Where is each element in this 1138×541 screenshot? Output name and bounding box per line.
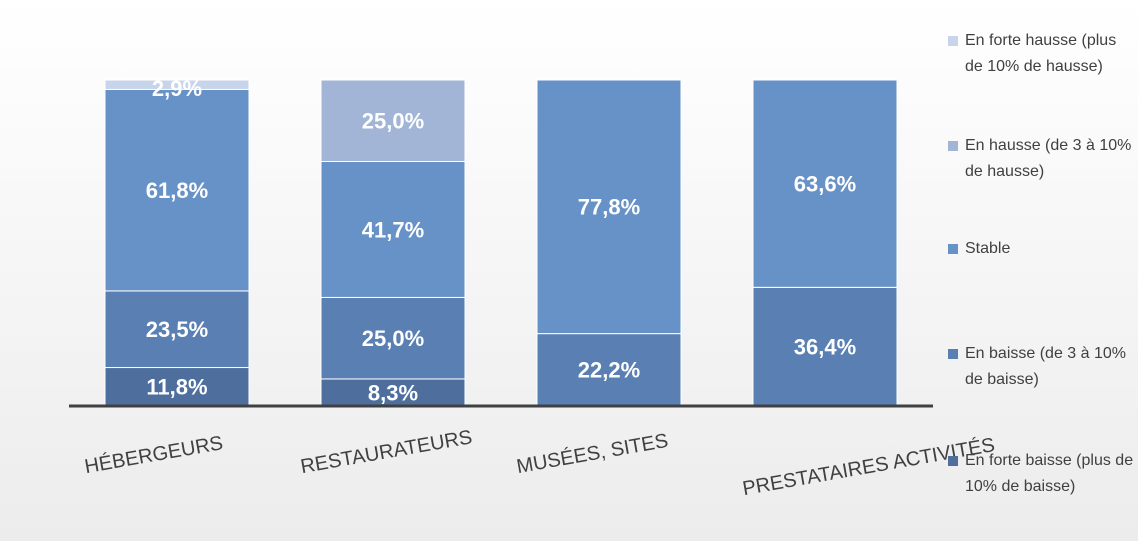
legend-label: En forte baisse (plus de 10% de baisse) [965, 452, 1134, 495]
data-label: 41,7% [362, 217, 424, 242]
legend-item: En baisse (de 3 à 10% de baisse) [948, 341, 1138, 393]
data-label: 63,6% [794, 171, 856, 196]
legend-swatch [948, 244, 958, 254]
legend-item: En forte baisse (plus de 10% de baisse) [948, 448, 1138, 500]
data-label: 22,2% [578, 358, 640, 383]
legend-label: En forte hausse (plus de 10% de hausse) [965, 32, 1117, 75]
legend-label: En hausse (de 3 à 10% de hausse) [965, 137, 1132, 180]
bar-segment [320, 161, 466, 298]
data-label: 2,9% [152, 76, 202, 101]
legend-item: Stable [948, 236, 1138, 262]
legend-item: En hausse (de 3 à 10% de hausse) [948, 133, 1138, 185]
legend-swatch [948, 349, 958, 359]
bar-segment [320, 79, 466, 162]
legend-label: En baisse (de 3 à 10% de baisse) [965, 345, 1126, 388]
bar-segment [104, 367, 250, 407]
data-label: 25,0% [362, 109, 424, 134]
data-label: 23,5% [146, 317, 208, 342]
data-label: 77,8% [578, 195, 640, 220]
legend-item: En forte hausse (plus de 10% de hausse) [948, 28, 1138, 80]
bar-segment [536, 79, 682, 335]
data-label: 36,4% [794, 334, 856, 359]
bar-segment [104, 88, 250, 292]
data-label: 25,0% [362, 326, 424, 351]
x-tick-label: MUSÉES, SITES [515, 429, 670, 478]
bar-segment [536, 333, 682, 407]
legend-label: Stable [965, 240, 1011, 257]
data-label: 61,8% [146, 178, 208, 203]
data-label: 11,8% [146, 375, 207, 400]
bar-segment [320, 296, 466, 380]
legend-swatch [948, 36, 958, 46]
x-tick-label: HÉBERGEURS [83, 431, 225, 478]
x-tick-label: RESTAURATEURS [299, 426, 474, 478]
data-label: 8,3% [368, 380, 418, 405]
bar-segment [104, 79, 250, 90]
legend-swatch [948, 456, 958, 466]
legend-swatch [948, 141, 958, 151]
bar-segment [752, 79, 898, 288]
